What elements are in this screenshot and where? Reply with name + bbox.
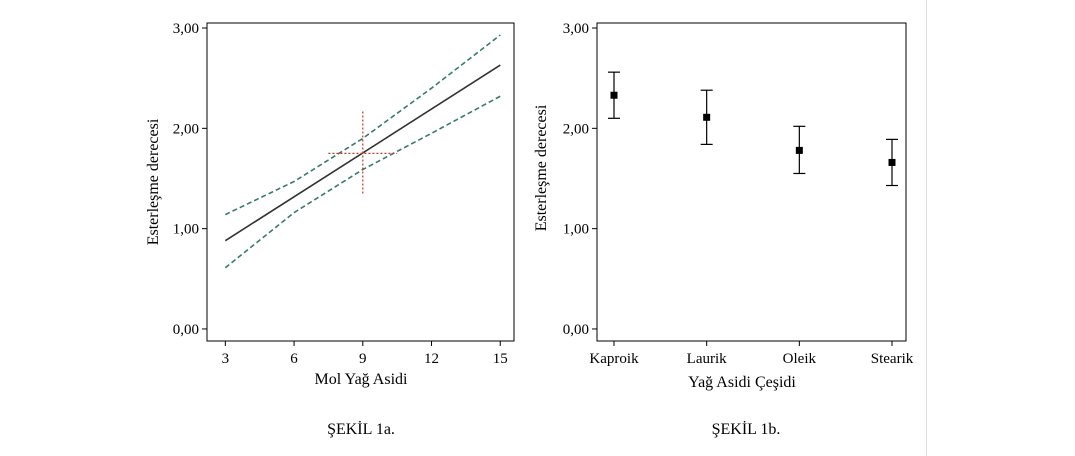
x-tick-label-1a: 12 <box>424 351 439 367</box>
y-axis-1a: 0,00 1,00 2,00 3,00 <box>173 21 207 338</box>
y-tick-label-1b: 3,00 <box>563 21 589 37</box>
y-axis-label-1b: Esterleşme derecesi <box>533 104 550 231</box>
x-tick-label-1a: 9 <box>359 351 367 367</box>
x-tick-label-1a: 15 <box>493 351 508 367</box>
y-tick-label-1a: 3,00 <box>173 21 199 37</box>
x-tick-label-1b: Kaproik <box>589 351 639 367</box>
y-tick-label-1b: 0,00 <box>563 322 589 338</box>
x-axis-label-1b: Yağ Asidi Çeşidi <box>688 374 796 391</box>
lower-confidence-band-1a <box>225 96 500 268</box>
y-tick-label-1b: 2,00 <box>563 121 589 137</box>
plot-frame-1b <box>597 23 906 341</box>
y-tick-label-1b: 1,00 <box>563 222 589 238</box>
y-axis-1b: 0,00 1,00 2,00 3,00 <box>563 21 597 338</box>
x-tick-label-1b: Oleik <box>783 351 817 367</box>
y-axis-label-1a: Esterleşme derecesi <box>145 118 162 245</box>
y-tick-label-1a: 1,00 <box>173 222 199 238</box>
x-tick-label-1a: 3 <box>222 351 230 367</box>
y-tick-label-1a: 2,00 <box>173 121 199 137</box>
x-tick-label-1b: Laurik <box>687 351 727 367</box>
x-tick-label-1b: Stearik <box>871 351 914 367</box>
x-tick-label-1a: 6 <box>290 351 298 367</box>
y-tick-label-1a: 0,00 <box>173 322 199 338</box>
chart-1b: 0,00 1,00 2,00 3,00 Kaproik Laurik Oleik Stear… <box>533 21 914 438</box>
series-1a <box>225 35 500 268</box>
x-axis-label-1a: Mol Yağ Asidi <box>315 371 408 388</box>
page-divider <box>926 0 927 456</box>
mean-point-1b <box>796 147 803 154</box>
chart-1a: 0,00 1,00 2,00 3,00 3 6 9 12 15 Mol Yağ Asidi E… <box>145 21 514 438</box>
series-1b <box>608 72 898 185</box>
caption-1b: ŞEKİL 1b. <box>712 420 781 438</box>
caption-1a: ŞEKİL 1a. <box>327 420 395 438</box>
plot-frame-1a <box>207 23 514 341</box>
x-axis-1b: Kaproik Laurik Oleik Stearik <box>589 341 913 367</box>
mean-point-1b <box>703 114 710 121</box>
mean-point-1b <box>889 159 896 166</box>
mean-point-1b <box>611 92 618 99</box>
x-axis-1a: 3 6 9 12 15 <box>222 341 508 367</box>
